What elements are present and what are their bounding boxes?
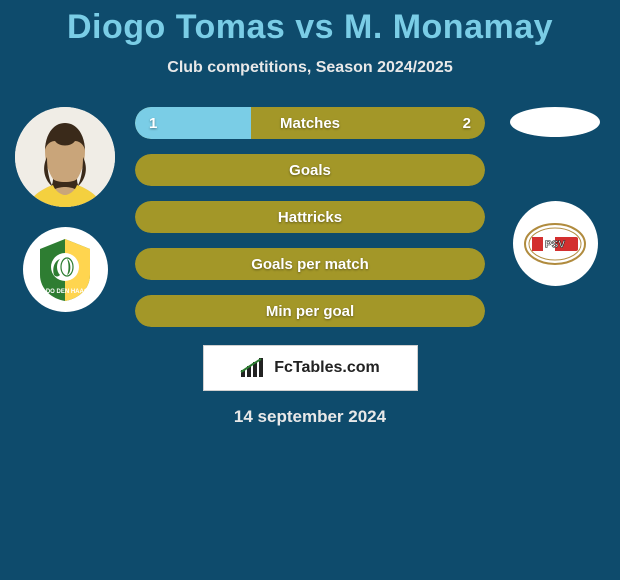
stat-bars: Matches1 2 Goals Hattricks Goals per match Mi… <box>135 107 485 327</box>
bar-value-right: 2 <box>463 107 471 139</box>
person-icon <box>15 107 115 207</box>
stat-bar: Hattricks <box>135 201 485 233</box>
bar-label: Min per goal <box>135 295 485 327</box>
player-left-avatar <box>15 107 115 207</box>
svg-text:ADO DEN HAAG: ADO DEN HAAG <box>41 289 88 295</box>
psv-crest-icon: PSV <box>520 209 590 279</box>
bar-chart-icon <box>240 358 268 378</box>
footer-brand-text: FcTables.com <box>274 359 380 377</box>
svg-text:PSV: PSV <box>545 239 565 250</box>
stat-bar: Goals per match <box>135 248 485 280</box>
stat-bar: Matches1 2 <box>135 107 485 139</box>
player-left-column: ADO DEN HAAG <box>10 107 120 312</box>
bar-label: Matches <box>135 107 485 139</box>
stat-bar: Min per goal <box>135 295 485 327</box>
bar-label: Goals <box>135 154 485 186</box>
comparison-date: 14 september 2024 <box>0 407 620 427</box>
stat-bar: Goals <box>135 154 485 186</box>
player-left-club-crest: ADO DEN HAAG <box>23 227 108 312</box>
comparison-title: Diogo Tomas vs M. Monamay <box>0 0 620 47</box>
bar-label: Goals per match <box>135 248 485 280</box>
bar-label: Hattricks <box>135 201 485 233</box>
player-right-avatar <box>510 107 600 137</box>
comparison-subtitle: Club competitions, Season 2024/2025 <box>0 59 620 77</box>
bar-value-left: 1 <box>149 107 157 139</box>
ado-crest-icon: ADO DEN HAAG <box>30 235 100 305</box>
player-right-club-crest: PSV <box>513 201 598 286</box>
comparison-content: ADO DEN HAAG PSV Matches1 2 Goals Hattricks… <box>0 107 620 327</box>
player-right-column: PSV <box>500 107 610 286</box>
fctables-logo: FcTables.com <box>203 345 418 391</box>
